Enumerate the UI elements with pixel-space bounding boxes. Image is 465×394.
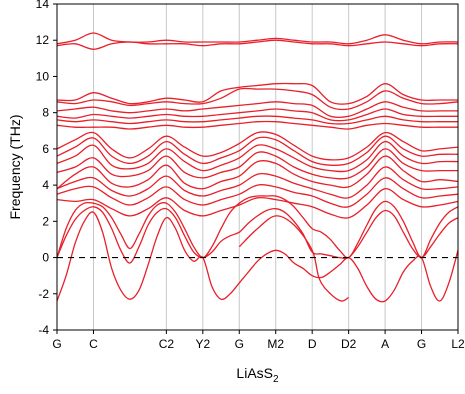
y-tick-label: 8	[42, 106, 49, 120]
band-17	[56, 195, 459, 259]
band-lines	[56, 32, 459, 303]
band-8	[56, 120, 458, 130]
plot-frame	[56, 3, 459, 331]
x-tick-label: D2	[341, 337, 357, 351]
x-tick-label: G	[52, 337, 61, 351]
y-tick-label: -4	[38, 323, 49, 337]
band-7	[56, 115, 458, 125]
band-12	[56, 148, 458, 180]
y-axis-ticks: -4 -2 0 2 4 6 8 10 12 14	[36, 0, 57, 337]
x-tick-label: C	[89, 337, 98, 351]
x-tick-label: A	[381, 337, 389, 351]
band-13	[56, 155, 459, 190]
band-18	[56, 206, 459, 264]
band-9	[56, 131, 459, 161]
band-20	[238, 215, 349, 302]
y-tick-label: 0	[42, 251, 49, 265]
y-tick-label: 2	[42, 214, 49, 228]
y-tick-label: -2	[38, 287, 49, 301]
band-6	[56, 108, 458, 122]
x-tick-label: G	[417, 337, 426, 351]
band-14	[56, 166, 459, 199]
y-tick-label: 4	[42, 178, 49, 192]
y-axis-title: Frequency (THz)	[7, 114, 23, 219]
band-4	[56, 87, 459, 111]
y-tick-label: 6	[42, 142, 49, 156]
x-axis-title-main: LiAsS	[236, 365, 273, 381]
band-19	[56, 211, 459, 303]
y-tick-label: 12	[36, 33, 50, 47]
band-11	[56, 140, 459, 173]
x-tick-label: Y2	[195, 337, 210, 351]
x-tick-label: L2	[451, 337, 465, 351]
x-axis-title: LiAsS2	[236, 365, 279, 385]
y-tick-label: 14	[36, 0, 50, 11]
band-10	[56, 135, 459, 166]
x-tick-label: D	[308, 337, 317, 351]
band-5	[56, 101, 458, 119]
band-15	[56, 177, 459, 208]
x-tick-label: C2	[159, 337, 175, 351]
x-tick-label: M2	[267, 337, 284, 351]
y-tick-label: 10	[36, 69, 50, 83]
band-2	[56, 39, 459, 50]
x-axis-ticks: G C C2 Y2 G M2 D D2 A G L2	[52, 330, 465, 351]
x-tick-label: G	[235, 337, 244, 351]
x-axis-title-subscript: 2	[273, 374, 279, 385]
band-3	[56, 82, 458, 105]
band-16	[56, 188, 459, 219]
